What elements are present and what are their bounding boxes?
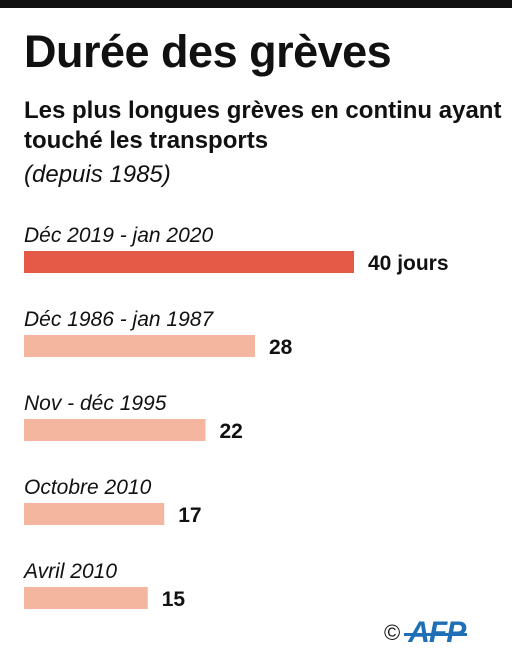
chart-title: Durée des grèves (24, 26, 392, 77)
chart-note: (depuis 1985) (24, 161, 171, 188)
bar (24, 335, 255, 357)
top-rule (0, 0, 512, 8)
bar-category-label: Déc 1986 - jan 1987 (24, 308, 214, 331)
credit: © AFP (384, 616, 468, 650)
afp-logo: AFP (404, 616, 468, 649)
bar-value-label: 22 (220, 420, 243, 443)
bar-value-label: 28 (269, 336, 293, 359)
bar-value-label: 15 (162, 588, 186, 610)
bar-chart: Déc 2019 - jan 2020 40 jours Déc 1986 - ja… (22, 224, 449, 610)
chart-subtitle: Les plus longues grèves en continu ayant… (24, 97, 502, 154)
bar-value-label: 17 (178, 504, 201, 527)
bar (24, 419, 206, 441)
bar (24, 587, 148, 609)
bar (24, 503, 165, 525)
bar (24, 251, 354, 273)
copyright-symbol: © (384, 620, 401, 645)
bar-category-label: Avril 2010 (22, 560, 117, 583)
bar-value-label: 40 jours (368, 252, 449, 275)
bar-category-label: Nov - déc 1995 (24, 392, 167, 415)
bar-category-label: Octobre 2010 (24, 476, 152, 499)
bar-category-label: Déc 2019 - jan 2020 (24, 224, 213, 247)
